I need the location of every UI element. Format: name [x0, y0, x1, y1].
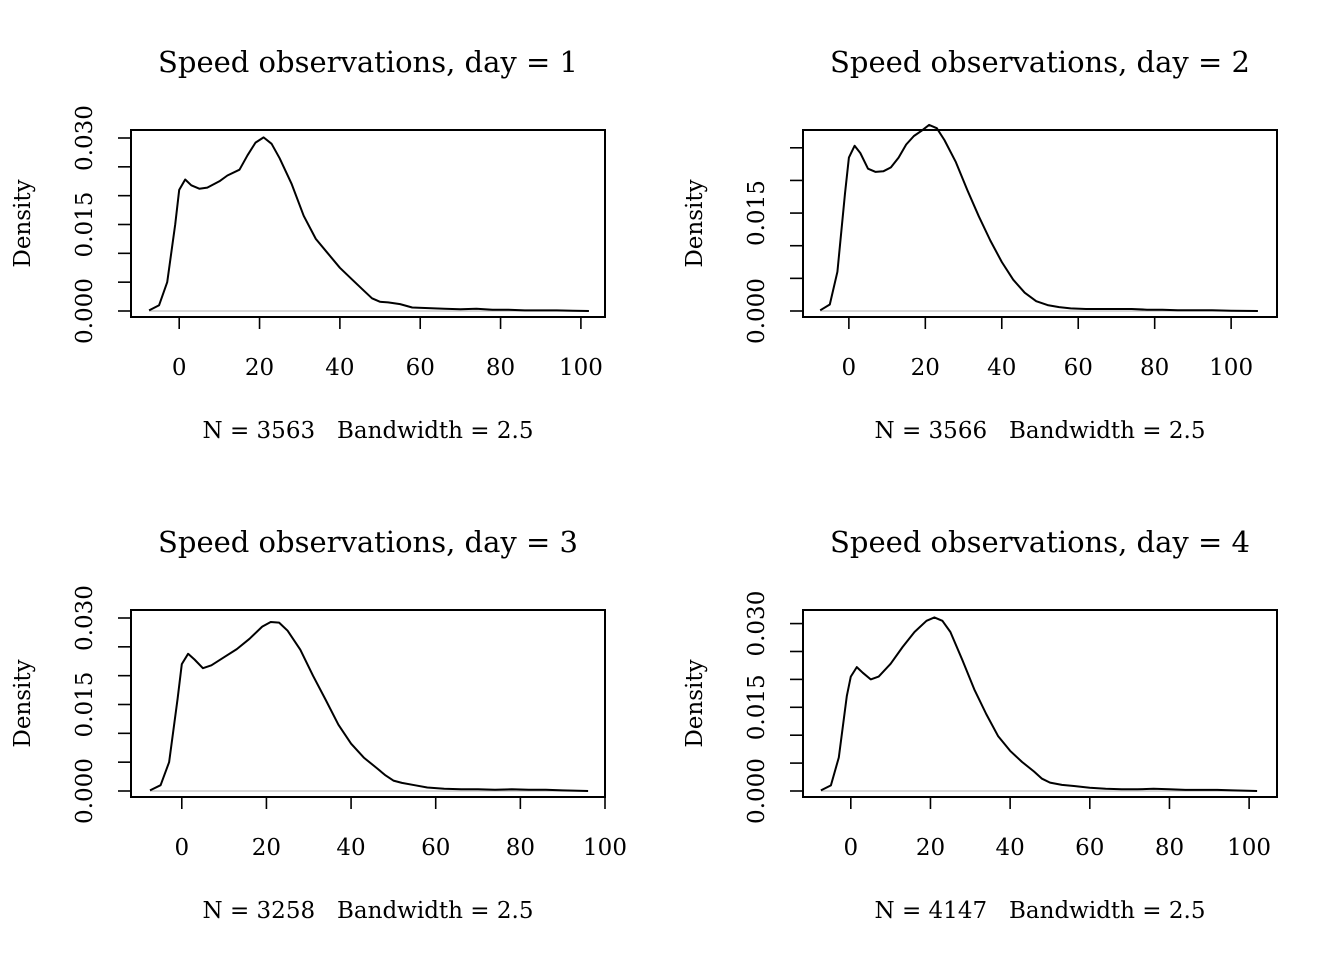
panel-title: Speed observations, day = 3 [158, 525, 578, 559]
y-axis-title: Density [10, 659, 36, 747]
density-curve [149, 621, 589, 792]
density-curve [820, 616, 1258, 792]
y-tick-label: 0.030 [72, 585, 98, 651]
panel-title: Speed observations, day = 4 [830, 525, 1250, 559]
panel-day-2: Speed observations, day = 2 0 20 40 60 80 100 0… [682, 45, 1278, 444]
x-tick-label: 60 [421, 835, 450, 861]
x-tick-label: 0 [174, 835, 189, 861]
y-tick-label: 0.000 [744, 758, 770, 824]
panel-day-1: Speed observations, day = 1 0 20 40 60 80 100 0… [10, 45, 606, 444]
panel-subtitle: N = 4147 Bandwidth = 2.5 [875, 898, 1206, 924]
x-tick-label: 60 [1064, 355, 1093, 381]
x-tick-label: 0 [842, 355, 857, 381]
panel-subtitle: N = 3258 Bandwidth = 2.5 [203, 898, 534, 924]
x-tick-label: 20 [911, 355, 940, 381]
x-tick-label: 80 [1140, 355, 1169, 381]
x-tick-label: 80 [1155, 835, 1184, 861]
x-tick-label: 100 [1209, 355, 1253, 381]
x-tick-label: 0 [843, 835, 858, 861]
y-tick-label: 0.000 [72, 758, 98, 824]
x-tick-label: 80 [506, 835, 535, 861]
x-tick-label: 40 [987, 355, 1016, 381]
x-tick-label: 20 [252, 835, 281, 861]
density-curve [148, 136, 589, 312]
y-tick-label: 0.030 [72, 105, 98, 171]
panel-subtitle: N = 3566 Bandwidth = 2.5 [875, 418, 1206, 444]
panel-subtitle: N = 3563 Bandwidth = 2.5 [203, 418, 534, 444]
x-tick-label: 60 [1075, 835, 1104, 861]
x-tick-label: 40 [325, 355, 354, 381]
x-tick-label: 100 [559, 355, 603, 381]
y-axis-title: Density [682, 179, 708, 267]
y-tick-label: 0.030 [744, 591, 770, 657]
panel-title: Speed observations, day = 1 [158, 45, 578, 79]
density-curve [819, 123, 1258, 312]
x-tick-label: 40 [995, 835, 1024, 861]
panel-day-4: Speed observations, day = 4 0 20 40 60 80 100 0… [682, 525, 1278, 924]
x-tick-label: 0 [172, 355, 187, 381]
x-tick-label: 80 [486, 355, 515, 381]
y-tick-label: 0.015 [72, 672, 98, 738]
x-tick-label: 20 [245, 355, 274, 381]
y-axis-title: Density [10, 179, 36, 267]
y-tick-label: 0.015 [72, 192, 98, 258]
y-tick-label: 0.000 [72, 278, 98, 344]
x-tick-label: 100 [1227, 835, 1271, 861]
y-tick-label: 0.015 [744, 180, 770, 246]
y-axis-title: Density [682, 659, 708, 747]
x-tick-label: 40 [336, 835, 365, 861]
x-tick-label: 100 [583, 835, 627, 861]
x-tick-label: 60 [406, 355, 435, 381]
panel-day-3: Speed observations, day = 3 0 20 40 60 80 100 0… [10, 525, 627, 924]
y-tick-label: 0.015 [744, 674, 770, 740]
y-tick-label: 0.000 [744, 278, 770, 344]
x-tick-label: 20 [916, 835, 945, 861]
panel-title: Speed observations, day = 2 [830, 45, 1250, 79]
